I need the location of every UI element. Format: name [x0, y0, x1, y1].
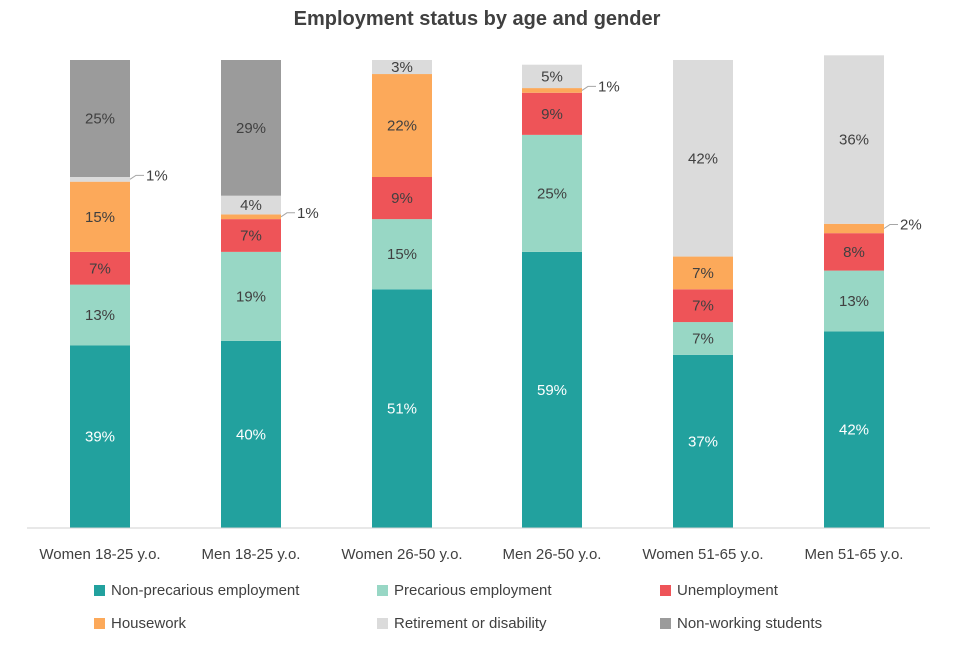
bar-segment-non-working-students — [70, 60, 130, 177]
data-label: 3% — [391, 59, 413, 76]
category-label: Women 51-65 y.o. — [642, 546, 763, 563]
category-labels: Women 18-25 y.o. Men 18-25 y.o. Women 26-5… — [39, 546, 903, 563]
category-label: Women 18-25 y.o. — [39, 546, 160, 563]
data-label: 7% — [240, 228, 262, 245]
callout-label: 1% — [297, 205, 319, 222]
legend-label: Non-precarious employment — [111, 582, 300, 599]
data-label: 39% — [85, 429, 115, 446]
bar-segment-precarious-employment — [221, 251, 281, 341]
bar-segment-non-precarious-employment — [673, 354, 733, 528]
legend-label: Non-working students — [677, 615, 822, 632]
data-label: 29% — [236, 120, 266, 137]
data-label: 25% — [537, 185, 567, 202]
data-label: 13% — [839, 293, 869, 310]
bar-segment-precarious-employment — [70, 284, 130, 346]
callout-leader-line — [129, 174, 144, 180]
data-label: 36% — [839, 132, 869, 149]
legend-swatch-precarious-employment — [377, 585, 388, 596]
data-label: 7% — [692, 330, 714, 347]
legend-label: Housework — [111, 615, 187, 632]
data-label: 37% — [688, 433, 718, 450]
bar-segment-housework — [824, 223, 884, 234]
legend-label: Precarious employment — [394, 582, 552, 599]
data-label: 8% — [843, 244, 865, 261]
chart-title: Employment status by age and gender — [294, 8, 661, 30]
bar-segment-unemployment — [70, 251, 130, 285]
data-label: 9% — [391, 190, 413, 207]
callout-leader-line — [883, 223, 898, 229]
callout-leader-line — [280, 212, 295, 218]
bar-segment-non-precarious-employment — [221, 340, 281, 528]
data-label: 7% — [692, 265, 714, 282]
legend: Non-precarious employment Precarious empl… — [94, 582, 822, 632]
data-label: 7% — [89, 260, 111, 277]
data-label: 7% — [692, 298, 714, 315]
bar-segment-precarious-employment — [522, 134, 582, 252]
bar-segment-non-precarious-employment — [70, 345, 130, 528]
bar-segment-precarious-employment — [673, 322, 733, 355]
bar-segment-retirement-or-disability — [824, 55, 884, 224]
legend-swatch-non-working-students — [660, 618, 671, 629]
legend-label: Unemployment — [677, 582, 779, 599]
bar-segment-non-precarious-employment — [824, 331, 884, 528]
legend-swatch-housework — [94, 618, 105, 629]
callout-label: 1% — [598, 78, 620, 95]
bar-segment-retirement-or-disability — [522, 64, 582, 89]
legend-swatch-non-precarious-employment — [94, 585, 105, 596]
legend-swatch-retirement-or-disability — [377, 618, 388, 629]
data-label: 19% — [236, 288, 266, 305]
bar-segment-non-precarious-employment — [522, 251, 582, 528]
bar-segment-non-precarious-employment — [372, 289, 432, 528]
data-label: 5% — [541, 68, 563, 85]
data-label: 51% — [387, 401, 417, 418]
data-label: 40% — [236, 426, 266, 443]
bar-segment-unemployment — [522, 92, 582, 135]
data-label: 4% — [240, 197, 262, 214]
bars-group: 39% 40% 51% 59% 37% 42% 13% 19% 15% 25% 7% 13% 7% 7% 9… — [70, 55, 922, 528]
bar-segment-retirement-or-disability — [372, 60, 432, 75]
bar-segment-unemployment — [221, 219, 281, 252]
bar-segment-non-working-students — [221, 60, 281, 196]
bar-segment-housework — [522, 88, 582, 93]
legend-swatch-unemployment — [660, 585, 671, 596]
data-label: 15% — [85, 209, 115, 226]
bar-segment-retirement-or-disability — [221, 195, 281, 215]
callout-leader-line — [581, 85, 596, 91]
category-label: Men 26-50 y.o. — [503, 546, 602, 563]
bar-segment-precarious-employment — [824, 270, 884, 332]
callout-label: 2% — [900, 216, 922, 233]
bar-segment-retirement-or-disability — [673, 60, 733, 257]
data-label: 42% — [688, 150, 718, 167]
data-label: 13% — [85, 307, 115, 324]
bar-segment-unemployment — [673, 289, 733, 323]
bar-segment-precarious-employment — [372, 219, 432, 290]
bar-segment-unemployment — [824, 233, 884, 271]
data-label: 15% — [387, 246, 417, 263]
bar-segment-unemployment — [372, 177, 432, 220]
bar-segment-retirement-or-disability — [70, 177, 130, 182]
category-label: Women 26-50 y.o. — [341, 546, 462, 563]
bar-segment-housework — [673, 256, 733, 290]
category-label: Men 51-65 y.o. — [805, 546, 904, 563]
bar-segment-housework — [372, 74, 432, 177]
bar-segment-housework — [70, 181, 130, 252]
legend-label: Retirement or disability — [394, 615, 547, 632]
bar-segment-housework — [221, 214, 281, 220]
data-label: 9% — [541, 106, 563, 123]
category-label: Men 18-25 y.o. — [202, 546, 301, 563]
data-label: 22% — [387, 118, 417, 135]
data-label: 25% — [85, 111, 115, 128]
callout-label: 1% — [146, 167, 168, 184]
data-label: 42% — [839, 422, 869, 439]
data-label: 59% — [537, 382, 567, 399]
